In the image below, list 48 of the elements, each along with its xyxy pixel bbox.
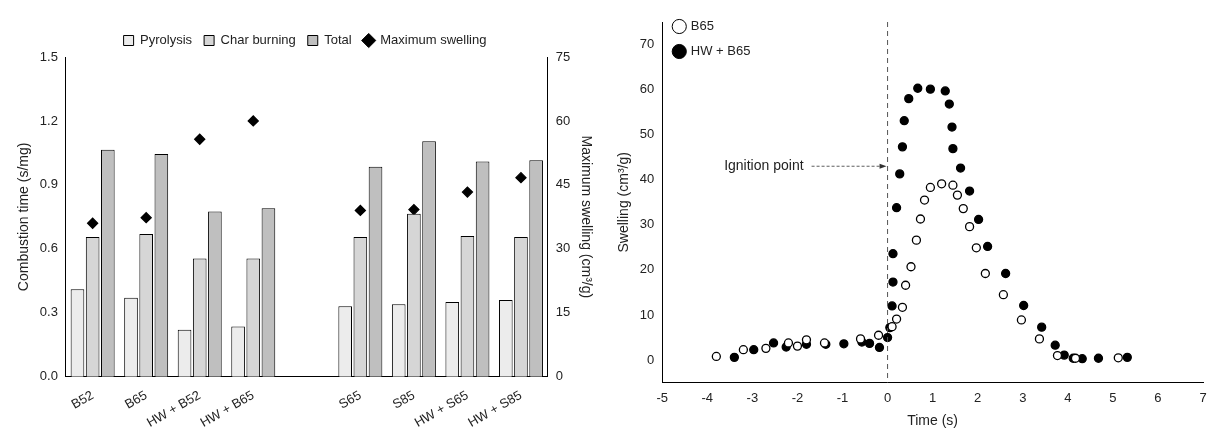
- y-tick-label: 60: [639, 81, 655, 97]
- y-tick-label: 0.0: [39, 368, 58, 384]
- legend-label: HW + B65: [690, 43, 751, 59]
- legend-label: Pyrolysis: [140, 32, 193, 48]
- y2-tick-label: 0: [555, 368, 563, 384]
- y-tick-label: 0.9: [39, 176, 58, 192]
- annotation: Ignition point: [724, 157, 804, 174]
- y-tick-label: 0.3: [39, 304, 58, 320]
- x-tick-label: -3: [746, 389, 759, 405]
- y2-tick-label: 15: [555, 304, 571, 320]
- x-tick-label: -1: [836, 389, 849, 405]
- y-tick-label: 0: [647, 351, 655, 367]
- x-tick-label: -5: [656, 389, 669, 405]
- x-axis-title: Time (s): [907, 412, 959, 429]
- x-tick-label: 0: [883, 389, 892, 405]
- y2-axis-title: Maximum swelling (cm³/g): [578, 135, 595, 299]
- y-axis-title: Combustion time (s/mg): [15, 142, 32, 292]
- x-tick-label: 7: [1199, 389, 1207, 405]
- y-tick-label: 1.2: [39, 112, 58, 128]
- y-tick-label: 10: [639, 306, 655, 322]
- x-tick-label: 4: [1064, 389, 1072, 405]
- x-tick-label: 2: [974, 389, 982, 405]
- legend-label: Total: [324, 32, 352, 48]
- x-tick-label: S65: [336, 387, 364, 412]
- legend-label: B65: [690, 18, 714, 34]
- y-tick-label: 40: [639, 171, 655, 187]
- x-tick-label: S85: [389, 387, 418, 412]
- y-tick-label: 0.6: [39, 240, 58, 256]
- legend-label: Char burning: [220, 32, 296, 48]
- y-tick-label: 20: [639, 261, 655, 277]
- x-tick-label: -2: [791, 389, 804, 405]
- y2-tick-label: 75: [555, 48, 571, 64]
- x-tick-label: 5: [1109, 389, 1117, 405]
- y-tick-label: 50: [639, 126, 655, 142]
- y-tick-label: 1.5: [39, 48, 58, 64]
- legend-label: Maximum swelling: [380, 32, 487, 48]
- x-tick-label: 6: [1154, 389, 1162, 405]
- x-tick-label: 3: [1019, 389, 1027, 405]
- y2-tick-label: 60: [555, 112, 571, 128]
- x-tick-label: B65: [121, 387, 150, 412]
- y2-tick-label: 30: [555, 240, 571, 256]
- x-tick-label: -4: [701, 389, 714, 405]
- x-tick-label: B52: [68, 387, 96, 412]
- y2-tick-label: 45: [555, 176, 571, 192]
- y-axis-title: Swelling (cm³/g): [615, 152, 632, 253]
- y-tick-label: 70: [639, 36, 655, 52]
- x-tick-label: 1: [929, 389, 937, 405]
- y-tick-label: 30: [639, 216, 655, 232]
